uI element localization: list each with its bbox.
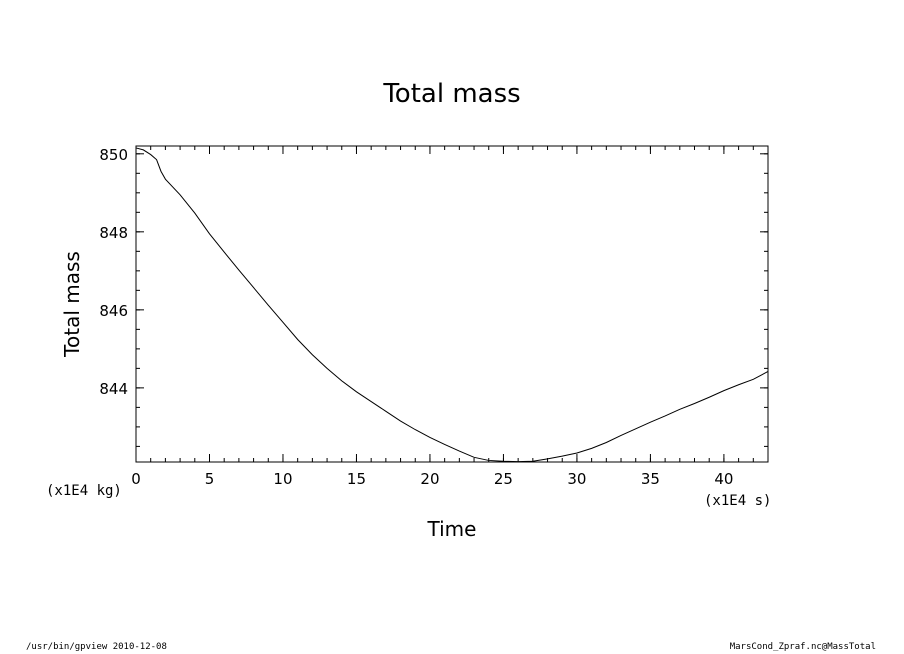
- plot-frame: [135, 145, 769, 463]
- y-unit-label: (x1E4 kg): [46, 483, 122, 499]
- footer-left: /usr/bin/gpview 2010-12-08: [26, 642, 167, 652]
- chart-title: Total mass: [382, 79, 520, 109]
- y-tick-label: 844: [99, 380, 128, 398]
- x-tick-label: 5: [205, 470, 215, 488]
- y-tick-labels: 844 846 848 850: [99, 146, 128, 398]
- y-tick-label: 850: [99, 146, 128, 164]
- x-tick-labels: 0 5 10 15 20 25 30 35 40: [131, 470, 733, 488]
- series-line: [135, 147, 769, 463]
- x-tick-label: 30: [567, 470, 586, 488]
- x-unit-label: (x1E4 s): [704, 493, 771, 509]
- x-tick-label: 25: [494, 470, 513, 488]
- x-tick-label: 40: [714, 470, 733, 488]
- x-tick-label: 35: [641, 470, 660, 488]
- x-tick-label: 20: [420, 470, 439, 488]
- x-axis-label: Time: [427, 517, 477, 541]
- axis-ticks: [135, 146, 769, 462]
- x-tick-label: 0: [131, 470, 141, 488]
- y-axis-label: Total mass: [60, 251, 84, 358]
- footer-right: MarsCond_Zpraf.nc@MassTotal: [729, 642, 876, 652]
- y-tick-label: 848: [99, 224, 128, 242]
- x-tick-label: 10: [273, 470, 292, 488]
- y-tick-label: 846: [99, 302, 128, 320]
- x-tick-label: 15: [347, 470, 366, 488]
